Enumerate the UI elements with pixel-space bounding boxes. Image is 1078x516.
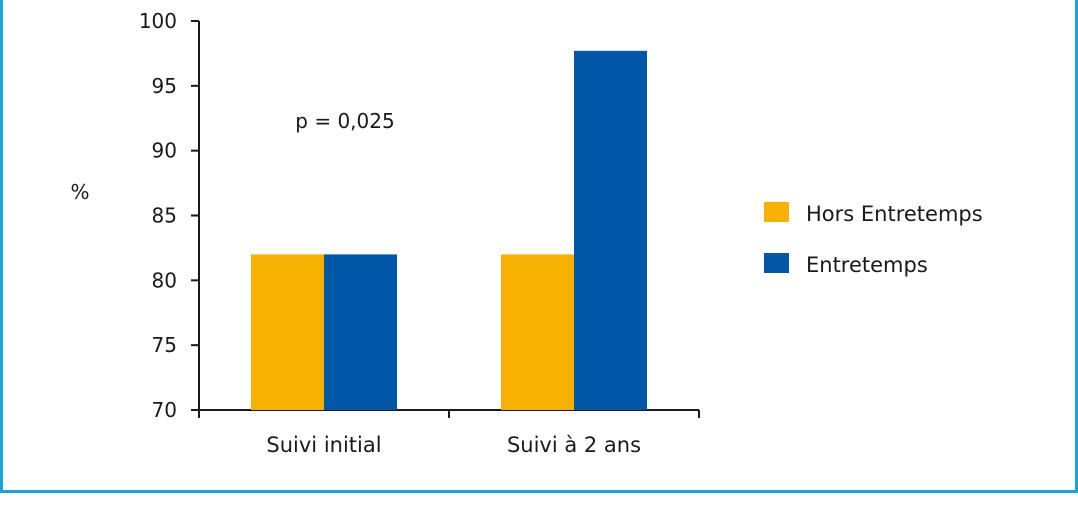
bar-entretemps-1 [324,254,397,410]
y-tick-label: 95 [152,74,177,98]
bar-hors-entretemps-2 [501,254,574,410]
legend-swatch-entretemps [764,253,789,273]
y-axis-ticks: 70 75 80 85 90 95 100 [139,9,199,422]
y-tick-label: 80 [152,268,177,292]
legend-label-hors-entretemps: Hors Entretemps [806,202,983,226]
bars [251,50,647,410]
legend-label-entretemps: Entretemps [806,253,928,277]
legend-swatch-hors-entretemps [764,202,789,222]
legend: Hors Entretemps Entretemps [764,202,983,277]
y-tick-label: 75 [152,333,177,357]
x-category-label: Suivi initial [266,433,381,457]
bar-entretemps-2 [574,50,647,410]
y-tick-label: 70 [152,398,177,422]
x-axis-ticks: Suivi initial Suivi à 2 ans [198,410,700,457]
y-tick-label: 100 [139,9,177,33]
bar-hors-entretemps-1 [251,254,324,410]
y-tick-label: 85 [152,204,177,228]
x-category-label: Suivi à 2 ans [507,433,641,457]
p-value-annotation: p = 0,025 [295,109,394,133]
y-tick-label: 90 [152,139,177,163]
chart-border [0,0,1078,493]
y-axis-label: % [70,180,89,204]
